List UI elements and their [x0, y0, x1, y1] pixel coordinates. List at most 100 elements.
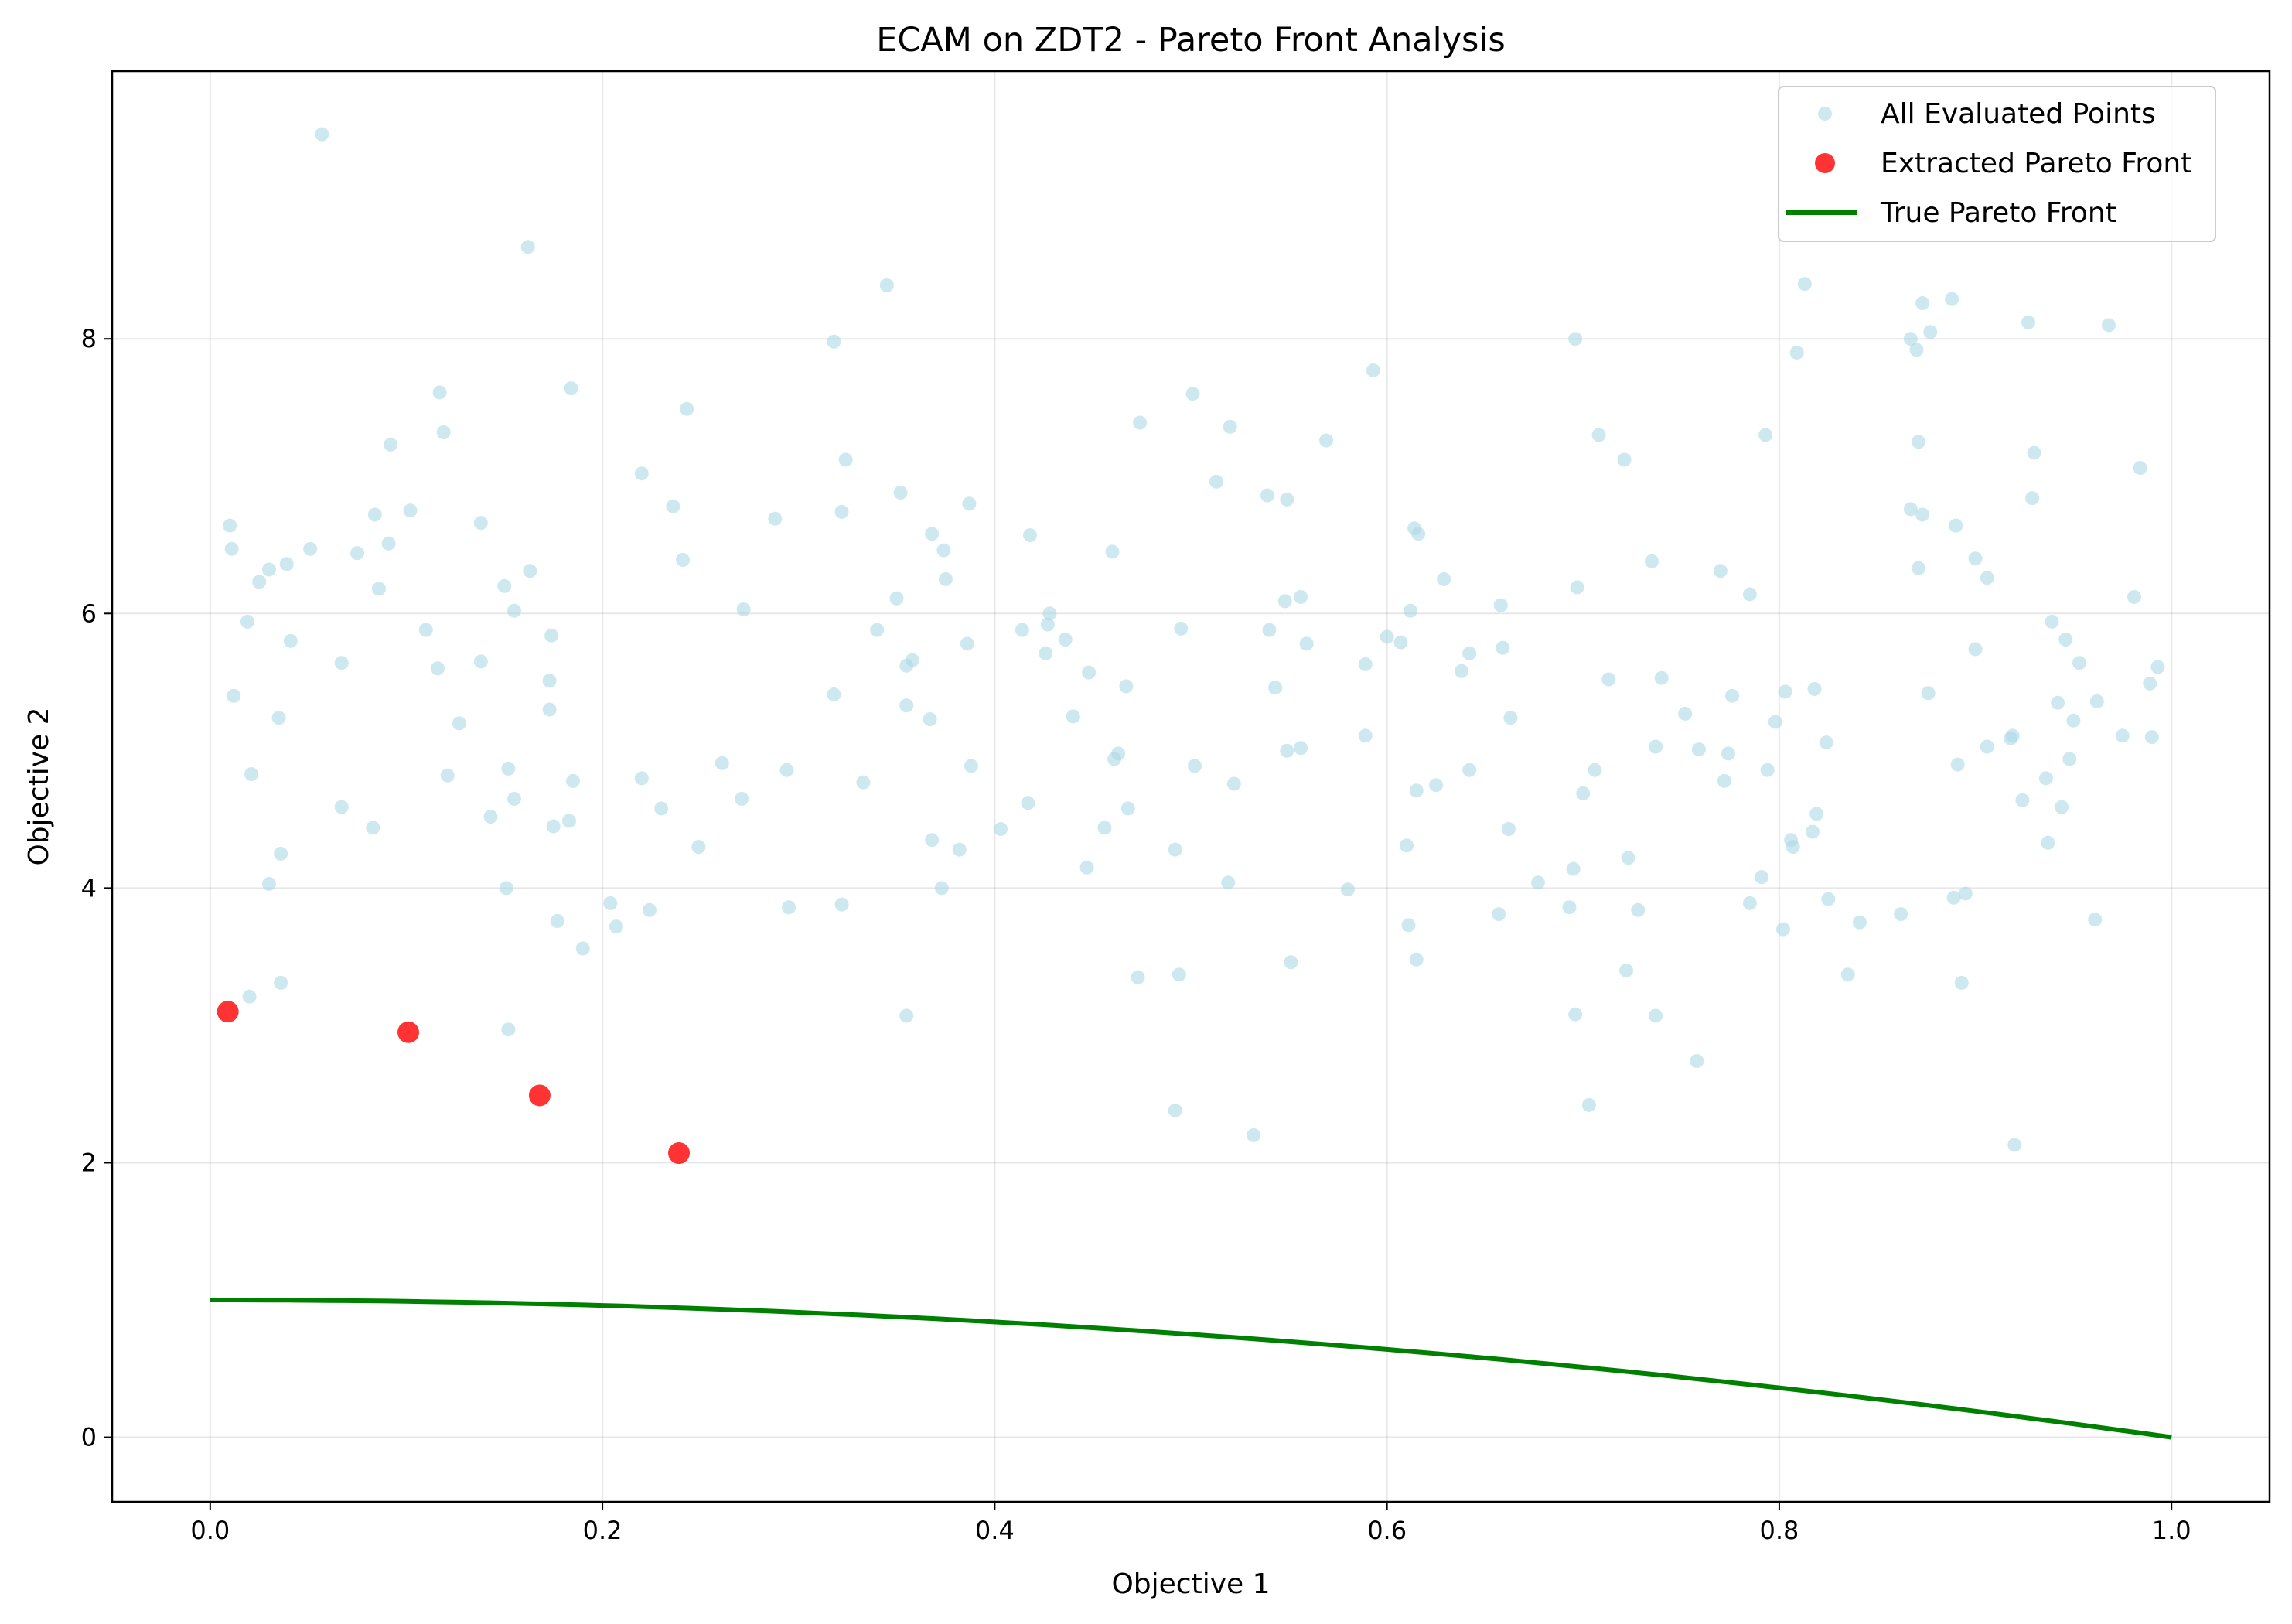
evaluated-point: [1042, 606, 1057, 621]
evaluated-point: [735, 791, 749, 806]
evaluated-point: [960, 636, 974, 651]
evaluated-point: [1319, 433, 1334, 448]
evaluated-point: [2041, 835, 2055, 850]
evaluated-point: [1299, 636, 1314, 651]
evaluated-point: [642, 902, 657, 917]
evaluated-point: [1221, 875, 1236, 890]
evaluated-point: [1260, 488, 1274, 503]
y-tick-label: 4: [81, 873, 97, 902]
evaluated-point: [1911, 435, 1925, 449]
evaluated-point: [1581, 1097, 1596, 1112]
evaluated-point: [371, 582, 386, 596]
evaluated-point: [240, 614, 255, 629]
y-tick-label: 0: [81, 1423, 97, 1452]
evaluated-point: [2038, 771, 2053, 786]
evaluated-point: [566, 773, 581, 788]
evaluated-point: [2007, 1138, 2022, 1152]
evaluated-point: [1852, 915, 1867, 930]
evaluated-point: [1429, 778, 1444, 793]
evaluated-point: [1946, 890, 1961, 905]
evaluated-point: [497, 578, 512, 593]
evaluated-point: [899, 1008, 914, 1023]
evaluated-point: [274, 975, 288, 990]
evaluated-point: [350, 546, 365, 561]
evaluated-point: [1797, 277, 1812, 292]
evaluated-point: [827, 687, 841, 702]
evaluated-point: [418, 623, 433, 637]
evaluated-point: [1742, 896, 1757, 910]
evaluated-point: [879, 278, 894, 292]
x-tick-label: 0.2: [583, 1516, 622, 1545]
evaluated-point: [1097, 821, 1112, 835]
evaluated-point: [1105, 544, 1120, 559]
evaluated-point: [384, 437, 398, 452]
evaluated-point: [431, 661, 445, 676]
evaluated-point: [899, 698, 914, 713]
evaluated-point: [544, 628, 559, 643]
evaluated-point: [1923, 325, 1938, 339]
evaluated-point: [1619, 963, 1634, 977]
evaluated-point: [1119, 679, 1134, 694]
evaluated-point: [691, 840, 706, 855]
evaluated-point: [1807, 681, 1822, 696]
evaluated-point: [274, 846, 288, 861]
x-tick-label: 0.4: [975, 1516, 1015, 1545]
evaluated-point: [2088, 913, 2103, 927]
evaluated-point: [1789, 345, 1804, 360]
evaluated-point: [964, 759, 978, 773]
evaluated-point: [2021, 315, 2036, 329]
evaluated-point: [1649, 739, 1663, 754]
evaluated-point: [1649, 1008, 1663, 1023]
evaluated-point: [432, 385, 447, 400]
evaluated-point: [1806, 824, 1820, 839]
evaluated-point: [1262, 623, 1277, 637]
evaluated-point: [1601, 672, 1616, 687]
evaluated-point: [1631, 902, 1646, 917]
y-axis: 0 2 4 6 8: [81, 324, 112, 1452]
evaluated-point: [1617, 452, 1632, 467]
evaluated-point: [1690, 1054, 1704, 1069]
evaluated-point: [1840, 967, 1855, 982]
evaluated-point: [1911, 561, 1925, 575]
evaluated-point: [768, 511, 783, 526]
evaluated-point: [1380, 629, 1394, 644]
evaluated-point: [501, 761, 516, 776]
evaluated-point: [779, 763, 794, 777]
evaluated-point: [227, 688, 241, 703]
pareto-front-point: [217, 1001, 239, 1023]
evaluated-point: [506, 603, 521, 618]
evaluated-point: [666, 499, 680, 513]
evaluated-point: [1209, 474, 1223, 489]
evaluated-point: [1366, 363, 1380, 378]
evaluated-point: [834, 897, 849, 912]
evaluated-point: [2062, 752, 2077, 766]
evaluated-point: [1400, 838, 1414, 853]
evaluated-point: [2143, 676, 2157, 691]
evaluated-point: [1462, 763, 1477, 777]
evaluated-point: [934, 881, 949, 896]
evaluated-point: [609, 919, 623, 934]
evaluated-point: [506, 791, 521, 806]
evaluated-point: [1819, 735, 1833, 750]
evaluated-point: [1980, 571, 1994, 585]
evaluated-point: [1588, 763, 1602, 777]
evaluated-point: [1066, 709, 1080, 724]
evaluated-point: [283, 633, 298, 648]
evaluated-point: [2051, 695, 2065, 710]
evaluated-point: [1462, 646, 1477, 660]
evaluated-point: [271, 711, 286, 725]
evaluated-point: [634, 771, 649, 786]
evaluated-point: [782, 900, 796, 915]
evaluated-point: [452, 716, 466, 731]
evaluated-point: [1247, 1128, 1261, 1142]
y-axis-label: Objective 2: [23, 707, 55, 865]
evaluated-point: [1742, 587, 1757, 602]
evaluated-point: [1968, 551, 1983, 566]
evaluated-point: [542, 702, 557, 717]
x-tick-label: 1.0: [2152, 1516, 2191, 1545]
evaluated-point: [1358, 657, 1373, 671]
evaluated-point: [1909, 343, 1924, 357]
evaluated-point: [2144, 730, 2159, 745]
y-tick-label: 6: [81, 599, 97, 628]
